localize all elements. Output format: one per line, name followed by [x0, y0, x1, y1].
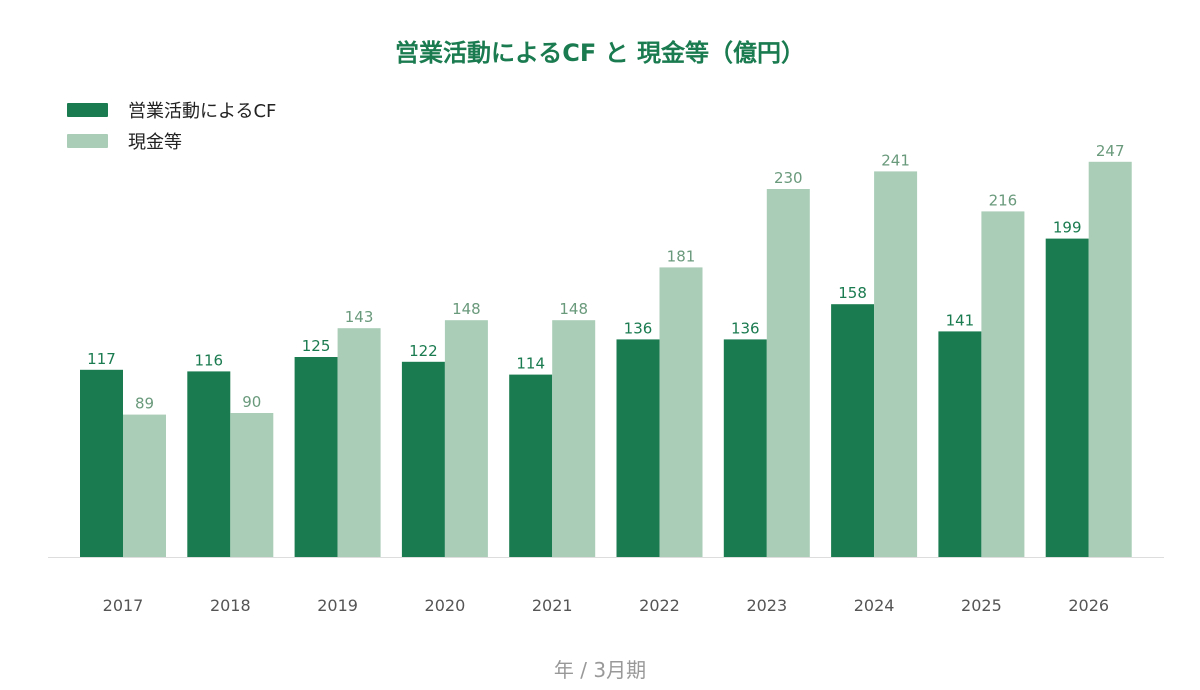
bar-operating-cf-2024: [831, 304, 875, 557]
data-label-operating-cf-2024: 158: [838, 284, 867, 302]
bar-operating-cf-2019: [294, 357, 338, 557]
bar-cash-2020: [444, 320, 488, 557]
bar-cash-2024: [874, 171, 918, 557]
bar-operating-cf-2025: [938, 331, 982, 557]
bar-cash-2019: [337, 328, 381, 557]
data-label-cash-2025: 216: [989, 191, 1018, 209]
x-tick-labels-layer: 2017 2018 2019 2020 2021 2022 2023 2024 2025 2026: [103, 596, 1109, 615]
bar-cash-2018: [230, 413, 274, 557]
legend-label-1: 現金等: [128, 132, 182, 153]
data-label-cash-2017: 89: [135, 395, 154, 413]
legend: 営業活動によるCF 現金等: [67, 101, 276, 153]
data-label-cash-2018: 90: [242, 393, 261, 411]
data-label-operating-cf-2022: 136: [624, 319, 653, 337]
x-tick-label-2022: 2022: [639, 596, 680, 615]
x-axis-label: 年 / 3月期: [554, 658, 646, 682]
bars-layer: [80, 161, 1132, 558]
x-tick-label-2026: 2026: [1068, 596, 1109, 615]
bar-cash-2017: [123, 414, 166, 557]
bar-operating-cf-2020: [401, 361, 445, 557]
x-tick-label-2023: 2023: [746, 596, 787, 615]
x-tick-label-2019: 2019: [317, 596, 358, 615]
legend-swatch-0: [67, 103, 108, 117]
data-label-operating-cf-2021: 114: [516, 355, 545, 373]
x-tick-label-2020: 2020: [425, 596, 466, 615]
data-label-operating-cf-2025: 141: [946, 311, 975, 329]
bar-operating-cf-2022: [616, 339, 660, 557]
bar-cash-2022: [659, 267, 703, 557]
data-label-operating-cf-2020: 122: [409, 342, 438, 360]
bar-operating-cf-2018: [187, 371, 231, 557]
data-label-cash-2021: 148: [559, 300, 588, 318]
bar-operating-cf-2023: [723, 339, 767, 557]
data-label-cash-2020: 148: [452, 300, 481, 318]
x-tick-label-2017: 2017: [103, 596, 144, 615]
data-label-operating-cf-2018: 116: [194, 351, 223, 369]
x-tick-label-2021: 2021: [532, 596, 573, 615]
data-label-cash-2024: 241: [881, 151, 910, 169]
bar-cash-2021: [552, 320, 596, 557]
data-label-operating-cf-2026: 199: [1053, 219, 1082, 237]
data-label-operating-cf-2023: 136: [731, 319, 760, 337]
chart-title: 営業活動によるCF と 現金等（億円）: [395, 39, 805, 67]
x-tick-label-2018: 2018: [210, 596, 251, 615]
data-labels-layer: 117 89 116 90 125 143 122 148 114 148 136 181 136 230…: [87, 142, 1124, 413]
bar-cash-2023: [766, 189, 810, 557]
data-label-cash-2023: 230: [774, 169, 803, 187]
data-label-operating-cf-2019: 125: [302, 337, 331, 355]
legend-swatch-1: [67, 134, 108, 148]
data-label-cash-2026: 247: [1096, 142, 1125, 160]
data-label-operating-cf-2017: 117: [87, 350, 116, 368]
data-label-cash-2019: 143: [345, 308, 374, 326]
bar-cash-2025: [981, 211, 1025, 557]
x-tick-label-2024: 2024: [854, 596, 895, 615]
data-label-cash-2022: 181: [667, 247, 696, 265]
bar-operating-cf-2021: [509, 374, 553, 557]
bar-operating-cf-2026: [1045, 238, 1089, 557]
bar-cash-2026: [1088, 161, 1132, 558]
x-tick-label-2025: 2025: [961, 596, 1002, 615]
bar-operating-cf-2017: [80, 369, 123, 557]
legend-label-0: 営業活動によるCF: [128, 101, 276, 122]
